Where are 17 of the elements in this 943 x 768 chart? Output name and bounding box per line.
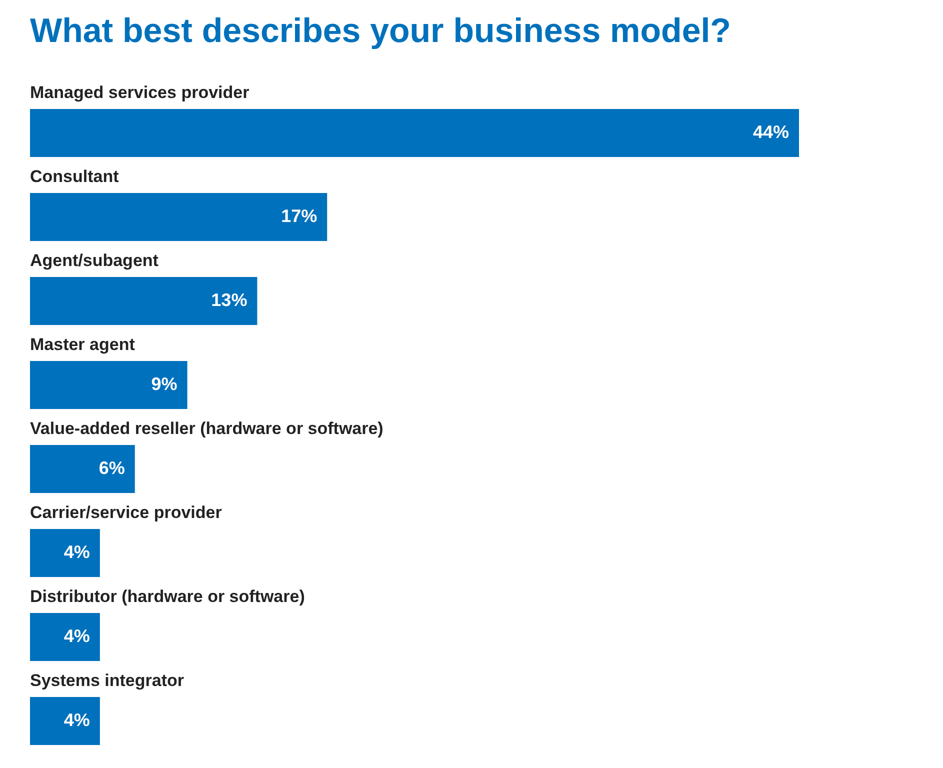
y-tick-label: Value-added reseller (hardware or software) <box>30 419 384 438</box>
data-label: 44% <box>752 122 789 142</box>
data-label: 4% <box>64 542 90 562</box>
y-tick-label: Agent/subagent <box>30 251 159 270</box>
chart-title: What best describes your business model? <box>30 12 731 50</box>
data-label: 13% <box>211 290 248 310</box>
y-tick-label: Systems integrator <box>30 671 184 690</box>
y-tick-label: Distributor (hardware or software) <box>30 587 305 606</box>
data-label: 4% <box>64 710 90 730</box>
data-label: 6% <box>98 458 125 478</box>
y-tick-label: Master agent <box>30 335 136 354</box>
y-tick-label: Carrier/service provider <box>30 503 222 522</box>
data-label: 4% <box>64 626 90 646</box>
y-tick-label: Managed services provider <box>30 83 250 102</box>
data-label: 9% <box>151 374 178 394</box>
y-tick-label: Consultant <box>30 167 120 186</box>
data-label: 17% <box>281 206 318 226</box>
